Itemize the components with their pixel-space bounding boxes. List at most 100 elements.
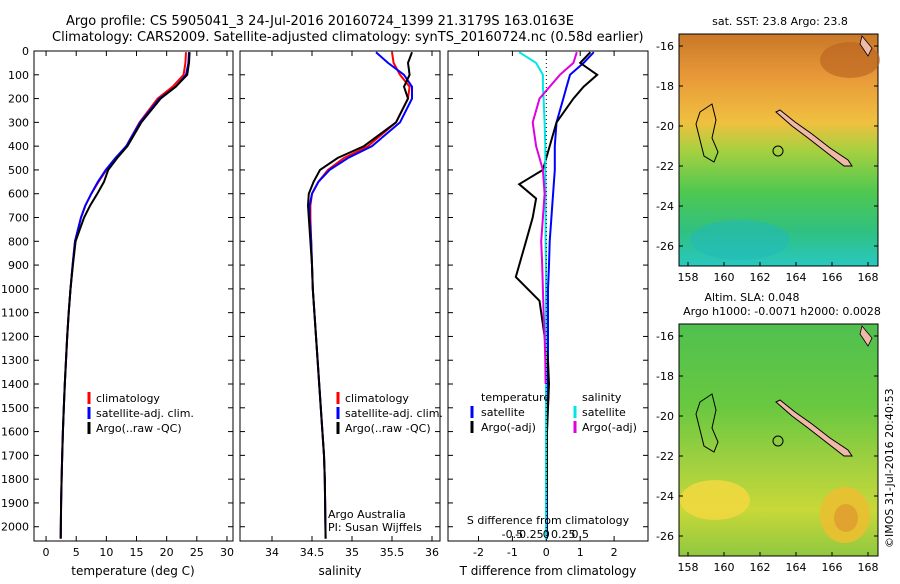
legend-label-t-satellite: satellite: [481, 406, 525, 419]
map-lat-label: -16: [656, 330, 674, 343]
x-tick-label: 25: [190, 546, 204, 559]
sla-map-axes: -16 -18 -20 -22 -24 -26 158 160 162 164 166 168: [656, 330, 878, 574]
depth-tick-label: 700: [8, 212, 29, 225]
depth-tick-label: 300: [8, 116, 29, 129]
depth-tick-label: 400: [8, 140, 29, 153]
legend-label-argo: Argo(..raw -QC): [345, 422, 431, 435]
header-line1: Argo profile: CS 5905041_3 24-Jul-2016 2…: [66, 14, 574, 29]
x-tick-label: 0: [543, 546, 550, 559]
depth-tick-label: 900: [8, 259, 29, 272]
x-tick-label: -2: [473, 546, 484, 559]
temperature-xlabel: temperature (deg C): [71, 564, 194, 578]
depth-tick-label: 1800: [1, 473, 29, 486]
salinity-legend: climatology satellite-adj. clim. Argo(..…: [336, 392, 443, 435]
legend-label-satellite: satellite-adj. clim.: [96, 407, 194, 420]
map-lat-label: -22: [656, 450, 674, 463]
cool-patch: [690, 220, 790, 260]
map-lat-label: -24: [656, 200, 674, 213]
salinity-panel-frame: [239, 50, 441, 542]
x-tick-label: 20: [160, 546, 174, 559]
argo-float-marker: [772, 145, 784, 157]
series-line: [59, 52, 190, 539]
s-tick-label: -0.5: [502, 528, 523, 541]
map-lat-label: -16: [656, 40, 674, 53]
sst-map: [678, 33, 880, 267]
map-lon-label: 162: [750, 271, 771, 284]
map-lon-label: 168: [858, 271, 879, 284]
vanuatu-island: [859, 325, 873, 347]
sla-high-west: [680, 480, 750, 520]
map-lat-label: -20: [656, 410, 674, 423]
series-line: [306, 51, 413, 539]
reef-outline: [695, 393, 719, 453]
new-caledonia-island: [775, 109, 853, 167]
map-lon-label: 168: [858, 561, 879, 574]
series-line: [59, 52, 191, 539]
map-lon-label: 158: [678, 271, 699, 284]
salinity-plot: 34 34.5 35 35.5 36: [240, 50, 440, 559]
x-tick-label: 10: [99, 546, 113, 559]
x-tick-label: 36: [425, 546, 439, 559]
depth-tick-label: 2000: [1, 521, 29, 534]
sst-map-axes: -16 -18 -20 -22 -24 -26 158 160 162 164 166 168: [656, 40, 878, 284]
legend-label-argo: Argo(..raw -QC): [96, 422, 182, 435]
x-tick-label: 34: [265, 546, 279, 559]
map-lon-label: 160: [714, 271, 735, 284]
s-tick-label: 0.5: [571, 528, 589, 541]
temperature-plot: 0 5 10 15 20 25 30: [34, 50, 234, 559]
depth-tick-label: 1100: [1, 307, 29, 320]
depth-tick-label: 600: [8, 188, 29, 201]
annotation-institution: Argo Australia: [328, 508, 406, 521]
map-lon-label: 160: [714, 561, 735, 574]
temperature-legend: climatology satellite-adj. clim. Argo(..…: [87, 392, 194, 435]
x-tick-label: 30: [220, 546, 234, 559]
legend-title-temperature: temperature: [481, 391, 550, 404]
depth-tick-label: 500: [8, 164, 29, 177]
depth-tick-label: 1900: [1, 497, 29, 510]
series-line: [531, 51, 578, 385]
map-lat-label: -26: [656, 240, 674, 253]
copyright-footer: ©IMOS 31-Jul-2016 20:40:53: [883, 388, 896, 548]
depth-tick-label: 1700: [1, 449, 29, 462]
map-lat-label: -24: [656, 490, 674, 503]
map-lon-label: 164: [786, 561, 807, 574]
series-line: [514, 51, 599, 539]
sla-map-title2: Argo h1000: -0.0071 h2000: 0.0028: [683, 305, 881, 318]
x-tick-label: 35.5: [380, 546, 405, 559]
depth-tick-label: 1600: [1, 426, 29, 439]
legend-label-satellite: satellite-adj. clim.: [345, 407, 443, 420]
map-lat-label: -20: [656, 120, 674, 133]
x-tick-label: 15: [130, 546, 144, 559]
annotation-pi: PI: Susan Wijffels: [328, 521, 422, 534]
map-lat-label: -18: [656, 80, 674, 93]
argo-float-marker: [772, 435, 784, 447]
sla-map-title1: Altim. SLA: 0.048: [704, 291, 799, 304]
x-tick-label: 5: [73, 546, 80, 559]
s-tick-label: -0.25: [515, 528, 543, 541]
sst-map-title: sat. SST: 23.8 Argo: 23.8: [712, 15, 848, 28]
map-lat-label: -22: [656, 160, 674, 173]
legend-label-climatology: climatology: [96, 392, 160, 405]
x-tick-label: -1: [507, 546, 518, 559]
header-line2: Climatology: CARS2009. Satellite-adjuste…: [52, 30, 644, 45]
x-tick-label: 2: [611, 546, 618, 559]
map-lat-label: -18: [656, 370, 674, 383]
depth-tick-label: 1500: [1, 402, 29, 415]
difference-xlabel-top: S difference from climatology: [467, 514, 630, 527]
depth-tick-label: 1400: [1, 378, 29, 391]
depth-tick-label: 200: [8, 93, 29, 106]
legend-label-s-argo: Argo(-adj): [582, 421, 637, 434]
depth-tick-label: 800: [8, 235, 29, 248]
map-lat-label: -26: [656, 530, 674, 543]
depth-axis: 0 100 200 300 400 500 600 700 800 900 1000 1100 1200…: [1, 45, 29, 534]
map-lon-label: 166: [822, 561, 843, 574]
temperature-panel-frame: [33, 50, 234, 542]
series-line: [59, 52, 187, 539]
reef-outline: [695, 103, 719, 163]
map-lon-label: 166: [822, 271, 843, 284]
legend-label-climatology: climatology: [345, 392, 409, 405]
difference-plot: -2 -1 0 1 2 -0.5-0.25 0 0.250.5: [448, 50, 648, 559]
map-lon-label: 164: [786, 271, 807, 284]
legend-title-salinity: salinity: [582, 391, 622, 404]
